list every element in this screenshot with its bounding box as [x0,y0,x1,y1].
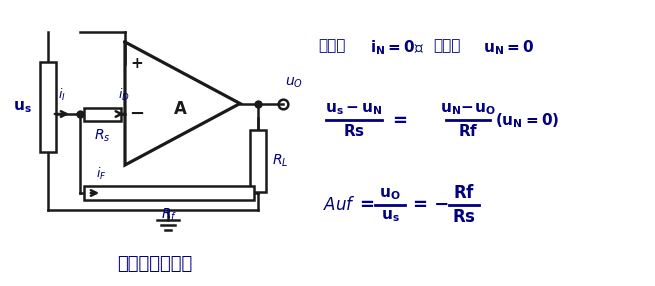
Bar [84,108,121,120]
Text: +: + [130,57,143,72]
Text: $i_I$: $i_I$ [58,87,66,103]
Text: =: = [392,112,407,130]
Text: $u_O$: $u_O$ [285,75,303,90]
Text: $\mathbf{u_N=0}$: $\mathbf{u_N=0}$ [483,38,534,57]
Text: $\mathbf{u_s - u_N}$: $\mathbf{u_s - u_N}$ [326,101,383,117]
Text: $\mathbf{i_N=0}$，: $\mathbf{i_N=0}$， [370,38,424,57]
Text: $\mathbf{Rs}$: $\mathbf{Rs}$ [343,123,365,139]
Text: 虚短：: 虚短： [433,38,460,53]
Text: $i_F$: $i_F$ [96,166,107,182]
Text: $R_s$: $R_s$ [94,128,111,144]
Text: $\mathbf{u_N\!-\!u_O}$: $\mathbf{u_N\!-\!u_O}$ [440,101,496,117]
Text: =: = [359,196,374,214]
Text: $\mathbf{Rf}$: $\mathbf{Rf}$ [453,184,475,202]
Text: $\mathbf{Rs}$: $\mathbf{Rs}$ [452,208,476,226]
Text: A: A [174,100,187,118]
Text: $\mathbf{Rf}$: $\mathbf{Rf}$ [458,123,478,139]
Bar [40,62,56,152]
Text: $R_L$: $R_L$ [272,152,288,169]
Text: $\mathbf{(u_N = 0)}$: $\mathbf{(u_N = 0)}$ [495,112,559,130]
Text: $\mathbf{u_O}$: $\mathbf{u_O}$ [379,186,401,202]
Text: 虚断：: 虚断： [318,38,345,53]
Text: $\mathbf{u_s}$: $\mathbf{u_s}$ [13,99,32,115]
Text: $R_f$: $R_f$ [161,207,177,223]
Text: $Auf$: $Auf$ [323,196,356,214]
Text: −: − [130,105,145,123]
Text: 电压并联负反馈: 电压并联负反馈 [117,255,193,273]
Text: $i_D$: $i_D$ [118,87,130,103]
Text: $\mathbf{u_s}$: $\mathbf{u_s}$ [381,208,400,224]
Text: = −: = − [413,196,449,214]
Bar [250,130,266,192]
Bar [84,186,254,200]
